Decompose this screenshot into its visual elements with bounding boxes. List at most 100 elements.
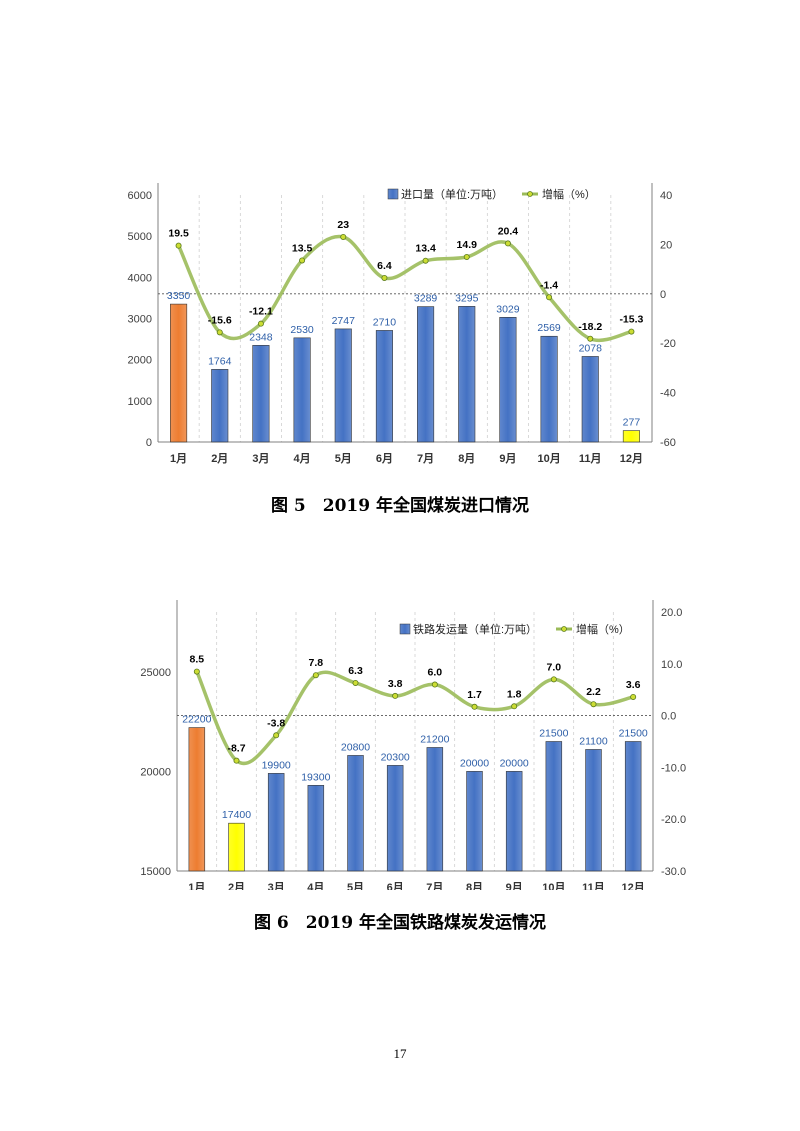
left-axis-tick-label: 1000	[128, 396, 152, 408]
growth-marker	[216, 329, 223, 336]
legend-bar-swatch	[387, 188, 399, 200]
bar-value-label: 2078	[579, 342, 603, 354]
right-axis-tick-label: 0	[660, 289, 666, 301]
growth-marker	[463, 253, 470, 260]
bar-value-label: 21100	[579, 735, 608, 747]
bar	[466, 771, 483, 872]
x-axis-tick-label: 10月	[537, 452, 560, 465]
right-axis-tick-label: -20	[660, 338, 676, 350]
bar	[252, 345, 270, 443]
x-axis-tick-label: 5月	[347, 881, 364, 890]
growth-value-label: -3.8	[267, 717, 285, 729]
legend-bar-label: 铁路发运量（单位:万吨）	[413, 622, 537, 636]
bar-value-label: 3029	[496, 303, 520, 315]
bar-value-label: 20000	[460, 757, 489, 769]
left-axis-tick-label: 15000	[140, 866, 171, 878]
rail-shipment-chart-svg: 15000 20000 25000 -30.0 -20.0 -10.0 0.0 10.0 20.…	[140, 600, 686, 890]
legend-bar-swatch	[399, 623, 411, 635]
bar-value-label: 21500	[539, 728, 568, 740]
bar-value-label: 21200	[420, 733, 449, 745]
x-axis-tick-label: 9月	[499, 452, 516, 465]
bar-value-label: 19900	[262, 759, 291, 771]
growth-value-label: 3.6	[626, 679, 641, 691]
x-axis-tick-label: 2月	[211, 452, 228, 465]
bar	[417, 306, 435, 443]
bar-value-label: 20800	[341, 741, 370, 753]
left-axis-tick-label: 2000	[128, 355, 152, 367]
left-axis-tick-label: 5000	[128, 231, 152, 243]
growth-value-label: -12.1	[249, 306, 273, 318]
growth-marker	[193, 668, 200, 675]
bar-value-label: 2569	[537, 322, 561, 334]
growth-marker	[175, 242, 182, 249]
bar-value-label: 3295	[455, 292, 479, 304]
growth-value-label: 6.4	[377, 260, 392, 272]
bar	[545, 741, 563, 872]
bar	[293, 337, 311, 443]
right-axis-tick-label: 20.0	[661, 607, 682, 619]
bar-value-label: 19300	[301, 771, 330, 783]
growth-marker	[511, 703, 518, 710]
growth-value-label: 1.8	[507, 688, 522, 700]
growth-marker	[352, 679, 359, 686]
growth-value-label: 6.3	[348, 665, 363, 677]
x-axis-tick-label: 5月	[335, 452, 352, 465]
bar	[267, 773, 285, 872]
x-axis-tick-label: 8月	[458, 452, 475, 465]
figure-5-caption: 图 5 2019 年全国煤炭进口情况	[271, 496, 529, 516]
left-axis-tick-label: 4000	[128, 272, 152, 284]
bar	[505, 771, 523, 872]
growth-marker	[431, 681, 438, 688]
bar-value-label: 2348	[249, 331, 273, 343]
growth-marker	[312, 672, 319, 679]
bar-value-label: 3350	[167, 290, 191, 302]
x-axis-tick-label: 3月	[268, 881, 285, 890]
bar	[334, 328, 352, 443]
bar-value-label: 20300	[381, 751, 410, 763]
rail-shipment-chart: 15000 20000 25000 -30.0 -20.0 -10.0 0.0 10.0 20.…	[0, 595, 800, 890]
growth-value-label: 13.4	[415, 243, 436, 255]
growth-marker	[546, 294, 553, 301]
x-axis-tick-label: 4月	[294, 452, 311, 465]
growth-value-label: -15.6	[208, 314, 232, 326]
bar	[581, 356, 599, 443]
left-axis-tick-label: 20000	[140, 766, 171, 778]
right-axis-tick-label: 10.0	[661, 659, 682, 671]
growth-marker	[257, 320, 264, 327]
growth-marker	[392, 692, 399, 699]
growth-value-label: -15.3	[619, 314, 643, 326]
right-axis-tick-label: -40	[660, 388, 676, 400]
growth-value-label: 2.2	[586, 686, 601, 698]
growth-marker	[504, 240, 511, 247]
growth-value-label: 1.7	[467, 689, 482, 701]
x-axis-tick-label: 7月	[417, 452, 434, 465]
figure-6-caption: 图 6 2019 年全国铁路煤炭发运情况	[254, 913, 546, 933]
growth-value-label: 7.0	[547, 661, 562, 673]
right-axis-tick-label: 20	[660, 239, 672, 251]
bar-value-label: 2710	[373, 316, 397, 328]
legend-line-marker	[527, 191, 533, 197]
growth-marker	[590, 701, 597, 708]
x-axis-tick-label: 4月	[307, 881, 324, 890]
right-axis-tick-label: -60	[660, 437, 676, 449]
bar	[228, 822, 245, 872]
x-axis-tick-label: 8月	[466, 881, 483, 890]
right-axis-tick-label: -20.0	[661, 814, 686, 826]
growth-marker	[587, 335, 594, 342]
bar	[307, 785, 325, 872]
legend-bar-label: 进口量（单位:万吨）	[401, 187, 503, 201]
growth-value-label: 3.8	[388, 678, 403, 690]
bar	[347, 755, 364, 872]
growth-value-label: 7.8	[309, 657, 324, 669]
bar-value-label: 277	[623, 417, 641, 429]
x-axis-tick-label: 2月	[228, 881, 245, 890]
growth-marker	[381, 274, 388, 281]
bar	[426, 747, 444, 872]
x-axis-tick-label: 6月	[376, 452, 393, 465]
left-axis-tick-label: 0	[146, 437, 152, 449]
growth-value-label: 14.9	[457, 239, 478, 251]
bar-value-label: 3289	[414, 293, 438, 305]
bar	[458, 306, 476, 443]
left-axis-tick-label: 3000	[128, 314, 152, 326]
x-axis-tick-label: 1月	[170, 452, 187, 465]
